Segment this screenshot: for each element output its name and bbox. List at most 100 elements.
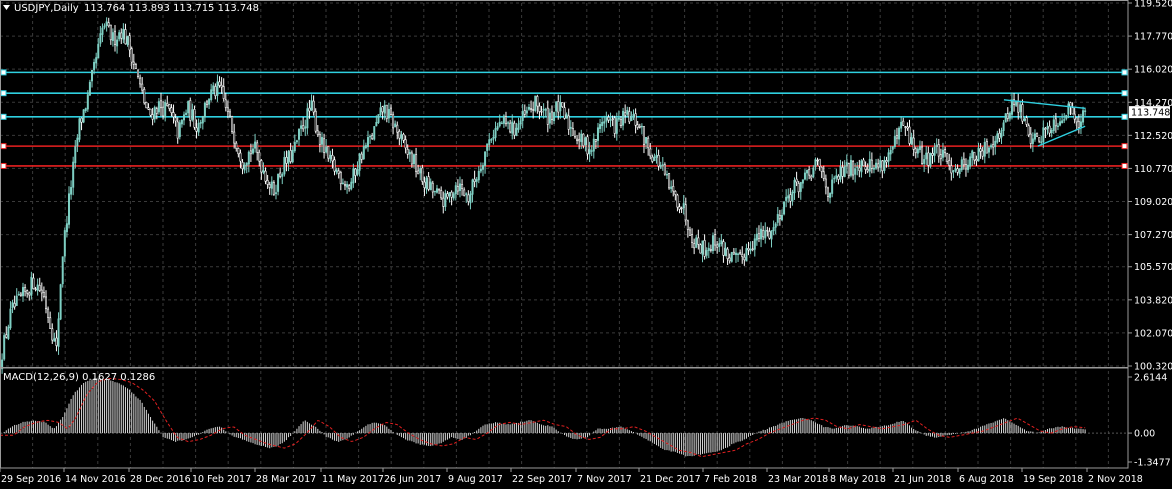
time-tick-label: 8 May 2018 [830,474,886,485]
candle-body [617,117,620,120]
candle-body [440,190,443,199]
candle-body [927,152,930,166]
candle-body [795,178,798,183]
time-tick-label: 9 Aug 2017 [448,474,503,485]
candle-body [557,101,560,113]
candle-body [778,214,781,220]
candle-body [318,133,321,145]
candle-body [626,109,629,115]
candle-body [967,164,970,170]
candle-body [527,107,530,110]
trendline [1003,99,1086,110]
candle-body [1073,113,1076,120]
candle-body [337,170,340,174]
candle-body [325,146,328,153]
candle-body [1,359,4,370]
candle-body [467,194,470,202]
candle-body [477,171,480,181]
candle-body [833,177,836,180]
candle-body [722,241,725,256]
candle-body [801,179,804,184]
candle-body [519,120,522,125]
candle-body [465,193,468,195]
candle-body [431,182,434,193]
time-tick-label: 11 May 2017 [322,474,384,485]
candle-body [327,146,330,159]
candle-body [732,251,735,255]
candle-body [55,337,58,346]
candle-body [979,148,982,152]
candle-body [599,124,602,129]
candle-body [245,162,248,166]
candle-body [540,111,543,113]
time-tick-label: 6 Aug 2018 [959,474,1014,485]
candle-body [860,160,863,173]
candle-body [661,164,664,166]
chart-menu-arrow-icon[interactable] [3,5,10,10]
candle-body [141,83,144,91]
candle-body [768,231,771,239]
candle-body [521,111,524,121]
candle-body [555,101,558,112]
candle-body [921,146,924,164]
candle-body [197,123,200,133]
time-tick-label: 2 Nov 2018 [1088,474,1143,485]
candle-body [360,153,363,160]
candle-body [343,184,346,187]
candle-body [130,48,133,63]
candle-body [803,172,806,180]
candle-body [885,160,888,163]
candle-body [241,162,244,170]
candle-body [446,193,449,198]
candle-body [770,230,773,240]
candle-body [268,184,271,188]
candle-body [164,102,167,118]
candle-body [272,182,275,195]
candle-body [755,233,758,241]
candle-body [716,244,719,248]
candle-body [697,237,700,245]
candle-body [139,77,142,85]
candle-body [530,108,533,110]
candle-body [1004,113,1007,123]
current-price-label: 113.748 [1131,108,1170,119]
candle-body [185,112,188,116]
candle-body [544,109,547,111]
candle-body [116,39,119,47]
candle-body [132,61,135,65]
candle-body [341,182,344,185]
candle-body [747,248,750,251]
time-tick-label: 19 Sep 2018 [1023,474,1083,485]
candle-body [1029,133,1032,144]
candle-body [1061,120,1064,124]
candle-body [316,130,319,135]
candle-body [935,144,938,147]
price-tick-label: 102.070 [1134,328,1172,339]
candle-body [279,172,282,177]
candle-body [849,159,852,176]
candle-body [1019,104,1022,113]
candle-body [741,254,744,257]
candle-body [954,168,957,171]
macd-tick-label: 0.00 [1134,429,1155,440]
candle-body [456,186,459,192]
level-handle-right [1121,143,1128,150]
candle-body [525,110,528,114]
candle-body [588,149,591,155]
candle-body [423,181,426,189]
candle-body [764,230,767,239]
candle-body [611,118,614,120]
macd-pane-border [0,367,1129,469]
candle-body [674,191,677,195]
time-tick-label: 29 Sep 2016 [1,474,61,485]
candle-body [448,192,451,197]
candle-body [998,132,1001,139]
candle-body [239,152,242,162]
candle-body [889,150,892,155]
level-handle-left [0,69,7,76]
candle-body [281,174,284,177]
candle-body [463,189,466,196]
candle-body [912,137,915,150]
candle-body [159,100,162,109]
candle-body [402,134,405,141]
